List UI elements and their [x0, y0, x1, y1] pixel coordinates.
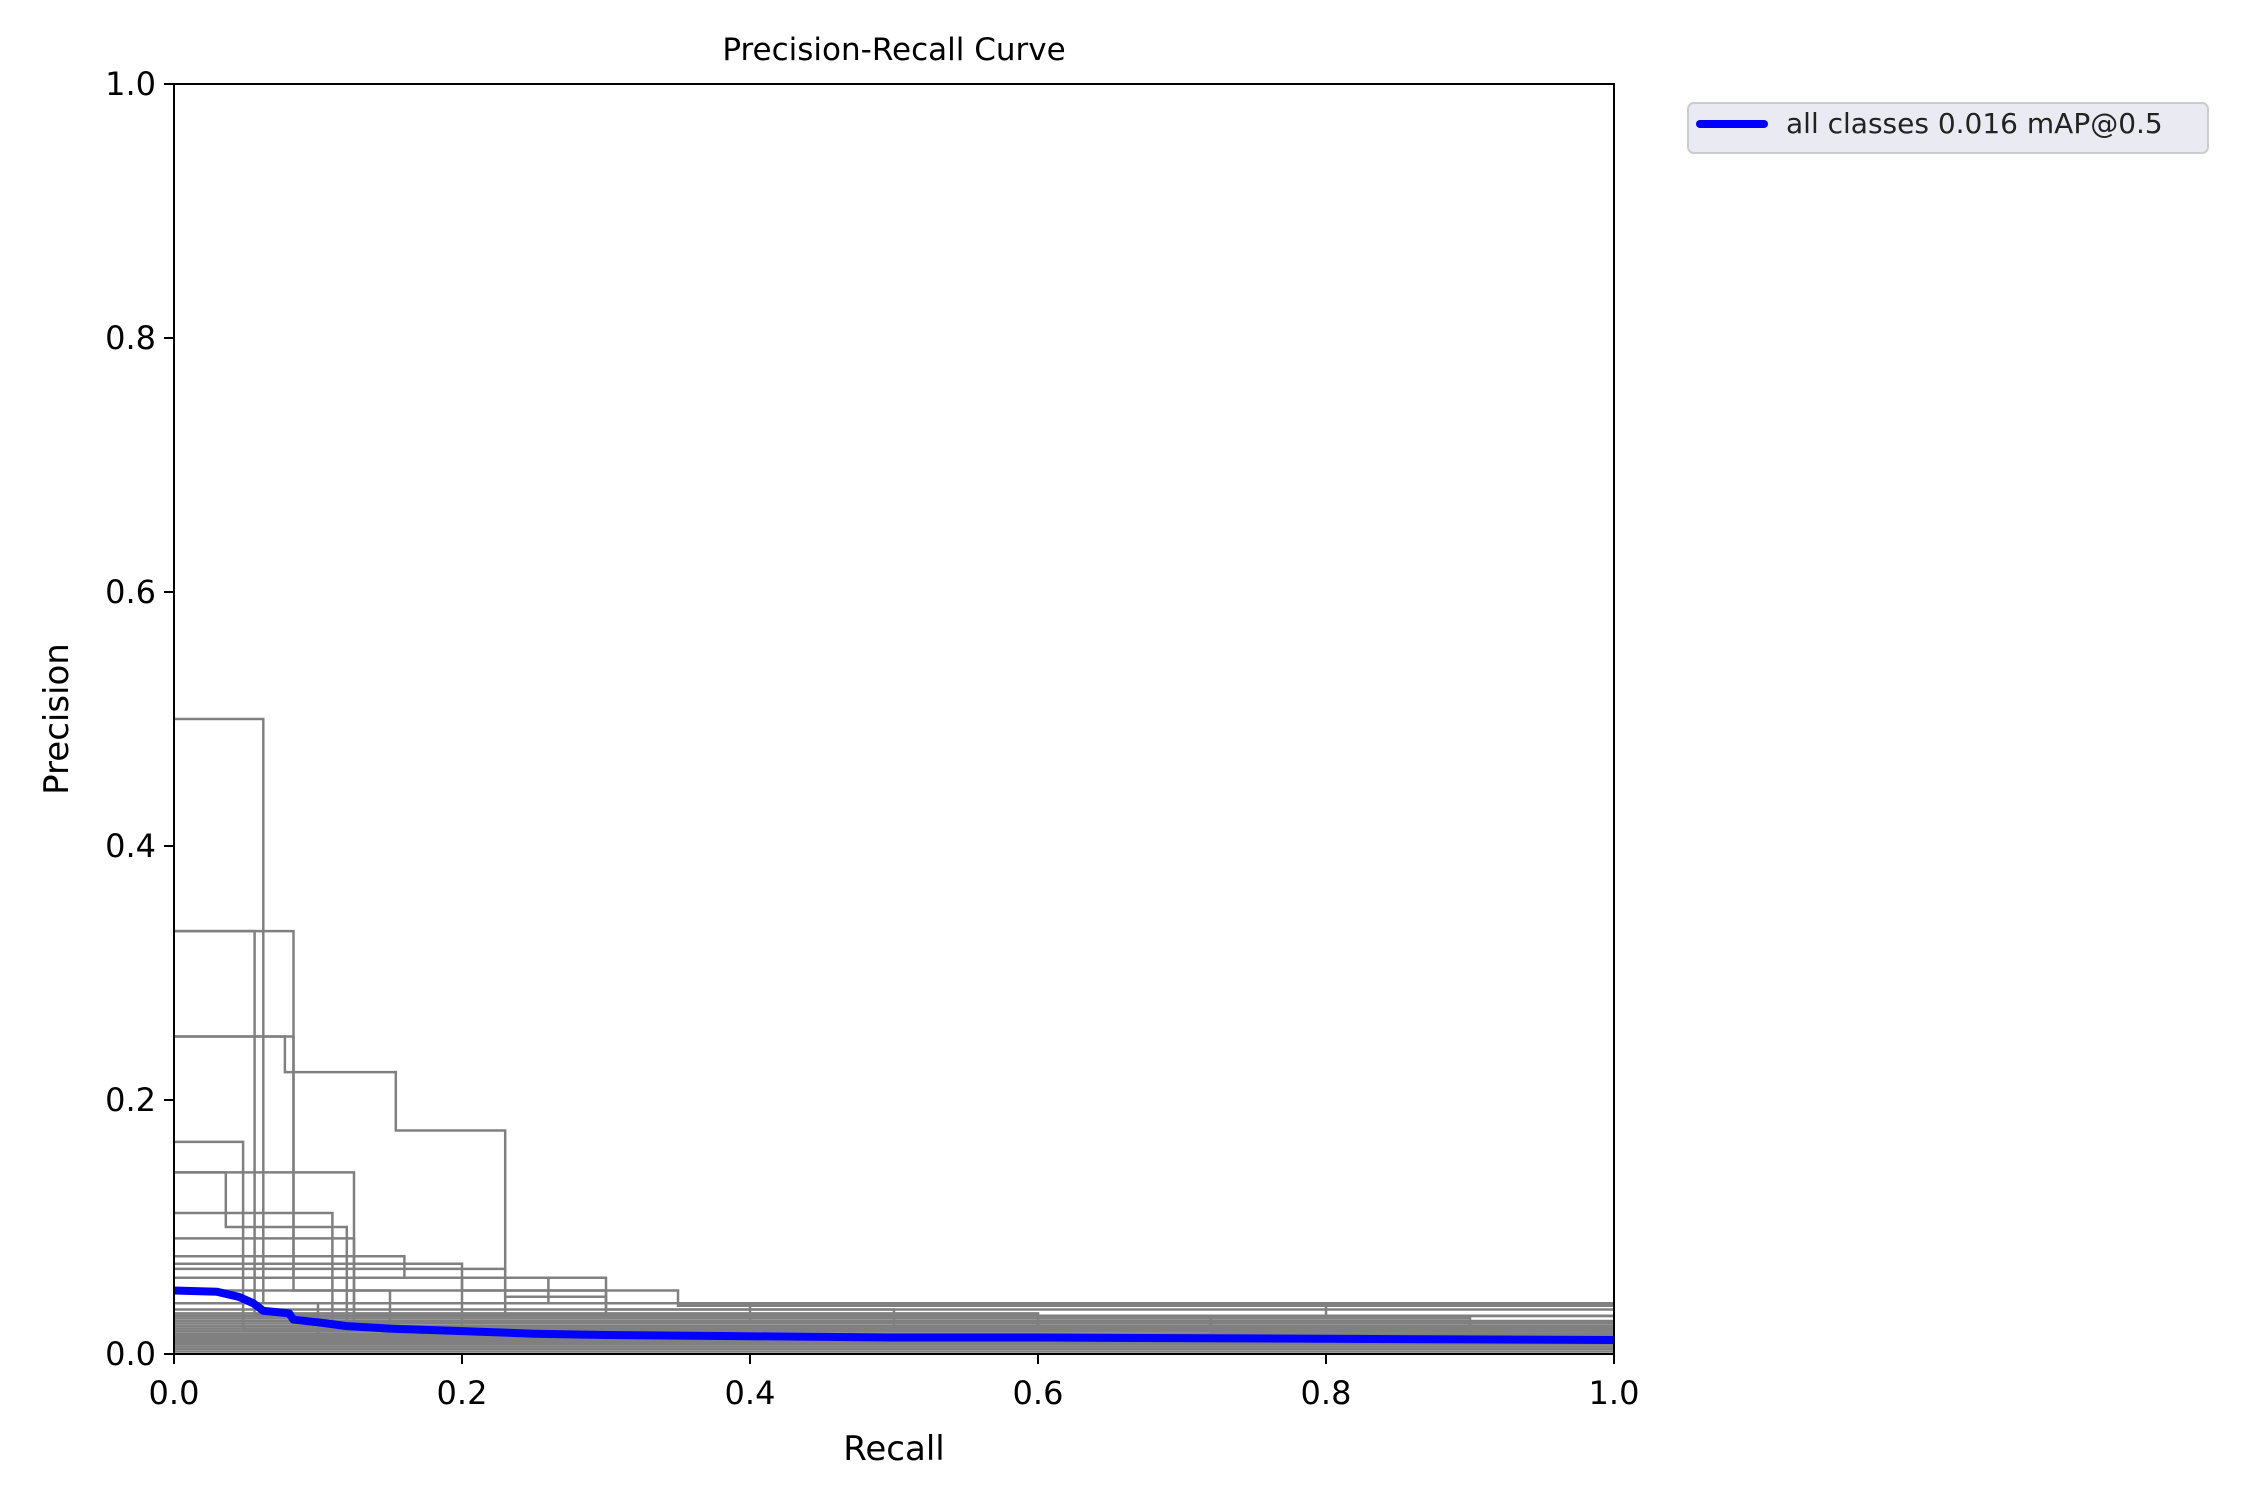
y-tick-label: 0.4 — [105, 827, 156, 865]
x-tick-label: 0.8 — [1301, 1374, 1352, 1412]
x-axis-ticks: 0.0 0.2 0.4 0.6 0.8 1.0 — [149, 1354, 1640, 1412]
y-axis-label: Precision — [37, 643, 77, 795]
legend[interactable]: all classes 0.016 mAP@0.5 — [1687, 102, 2209, 154]
legend-label-all-classes: all classes 0.016 mAP@0.5 — [1786, 107, 2163, 140]
all-classes-curve-group — [173, 1286, 1615, 1344]
x-tick-label: 0.2 — [437, 1374, 488, 1412]
y-tick-label: 0.8 — [105, 319, 156, 357]
all-classes-curve — [173, 1286, 1615, 1344]
y-tick-label: 1.0 — [105, 65, 156, 103]
legend-box — [1687, 102, 2209, 154]
y-tick-label: 0.2 — [105, 1081, 156, 1119]
chart-title: Precision-Recall Curve — [722, 32, 1065, 68]
y-tick-label: 0.0 — [105, 1335, 156, 1373]
x-axis-label: Recall — [843, 1429, 944, 1469]
plot-frame — [173, 83, 1615, 1355]
y-axis-ticks: 0.0 0.2 0.4 0.6 0.8 1.0 — [105, 65, 174, 1373]
x-tick-label: 0.4 — [725, 1374, 776, 1412]
class-curve-15 — [174, 1289, 1614, 1307]
class-curve-14 — [174, 1276, 1614, 1318]
x-tick-label: 1.0 — [1589, 1374, 1640, 1412]
x-tick-label: 0.0 — [149, 1374, 200, 1412]
x-tick-label: 0.6 — [1013, 1374, 1064, 1412]
y-tick-label: 0.6 — [105, 573, 156, 611]
